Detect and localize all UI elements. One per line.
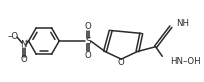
Text: NH: NH bbox=[176, 19, 189, 28]
Text: –O: –O bbox=[8, 32, 19, 41]
Text: O: O bbox=[117, 58, 124, 67]
Text: N: N bbox=[21, 40, 27, 49]
Text: HN–OH: HN–OH bbox=[169, 57, 200, 66]
Text: O: O bbox=[20, 55, 27, 64]
Text: O: O bbox=[84, 51, 91, 60]
Text: +: + bbox=[24, 39, 28, 44]
Text: S: S bbox=[85, 36, 90, 46]
Text: O: O bbox=[84, 22, 91, 31]
